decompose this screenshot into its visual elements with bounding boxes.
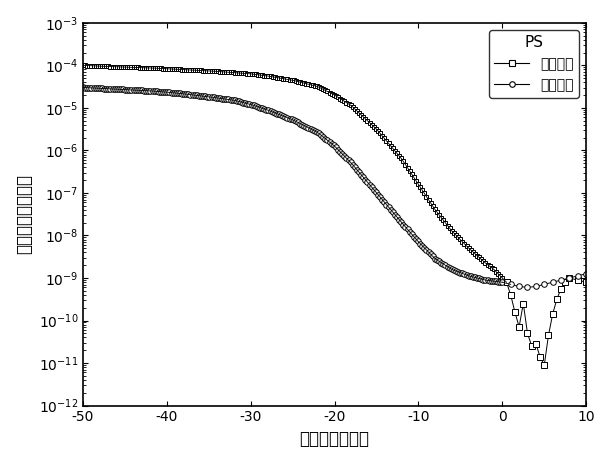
Legend: 初始状态, 编程状态: 初始状态, 编程状态 [489, 30, 580, 98]
X-axis label: 棵电压（伏特）: 棵电压（伏特） [300, 430, 370, 448]
Y-axis label: 源漏电流（安培）: 源漏电流（安培） [15, 174, 33, 254]
